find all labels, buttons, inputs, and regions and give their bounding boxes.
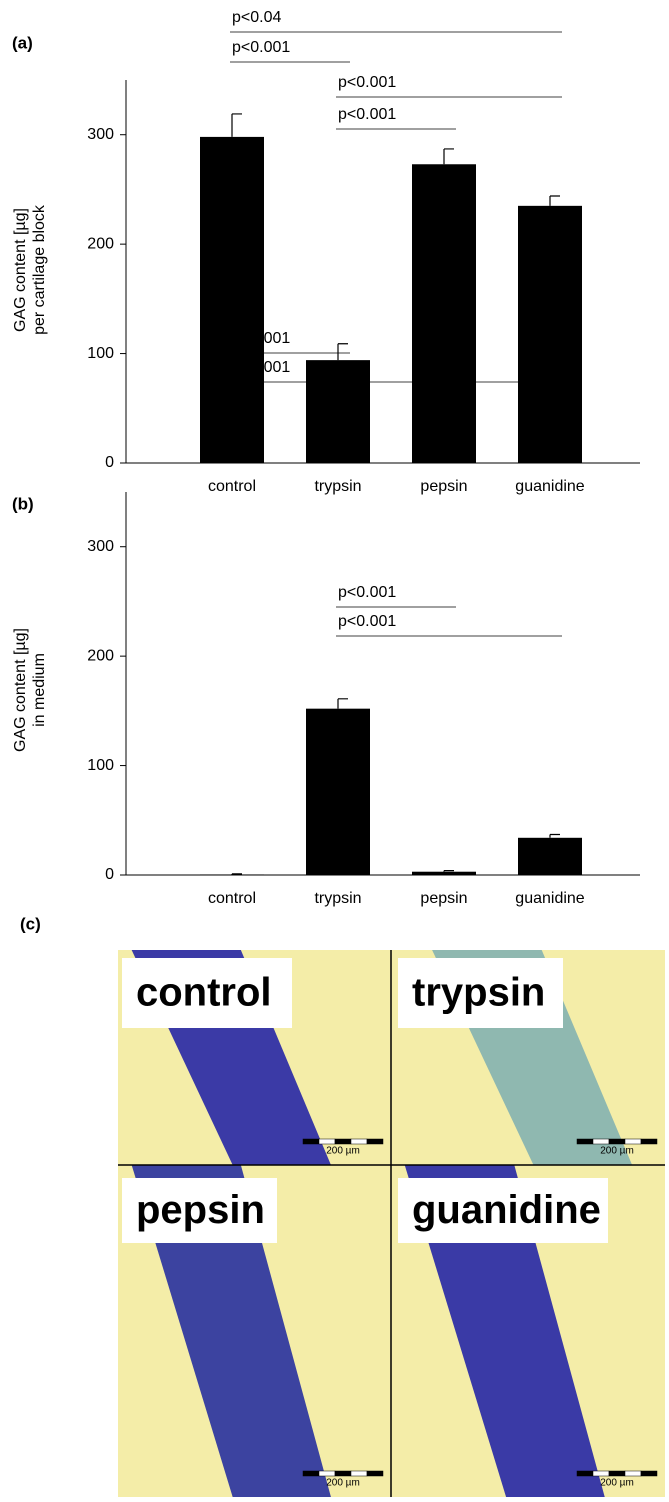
- error-bar: [337, 343, 348, 361]
- scale-bar-segment: [624, 1138, 642, 1145]
- micrograph-label: guanidine: [412, 1188, 601, 1232]
- error-bar: [549, 195, 560, 206]
- significance-label: p<0.001: [338, 106, 396, 123]
- error-bar: [231, 113, 242, 137]
- bar: [518, 837, 582, 875]
- y-tick-label: 100: [87, 757, 114, 774]
- y-axis-label-line: GAG content [µg]: [12, 208, 29, 332]
- x-tick-label: trypsin: [314, 890, 361, 907]
- scale-bar-segment: [366, 1138, 384, 1145]
- y-tick-label: 0: [105, 454, 114, 471]
- bar: [306, 360, 370, 463]
- micrograph-dividers: [118, 950, 665, 1497]
- x-tick-label: trypsin: [314, 478, 361, 495]
- scale-bar-label: 200 µm: [600, 1146, 634, 1157]
- panel-label: (a): [12, 33, 33, 52]
- y-tick-label: 0: [105, 866, 114, 883]
- x-tick-label: control: [208, 478, 256, 495]
- error-bar: [231, 873, 242, 875]
- scale-bar-segment: [334, 1470, 352, 1477]
- y-tick-label: 200: [87, 235, 114, 252]
- y-axis-label-line: GAG content [µg]: [12, 628, 29, 752]
- scale-bar-label: 200 µm: [326, 1146, 360, 1157]
- x-tick-label: guanidine: [515, 478, 585, 495]
- y-tick-label: 200: [87, 647, 114, 664]
- bar: [412, 164, 476, 463]
- scale-bar-segment: [640, 1138, 658, 1145]
- scale-bar-segment: [592, 1138, 610, 1145]
- cartilage-band: [131, 1165, 331, 1497]
- micrograph-label: trypsin: [412, 971, 545, 1015]
- scale-bar-segment: [302, 1138, 320, 1145]
- scale-bar-label: 200 µm: [326, 1478, 360, 1489]
- scale-bar-segment: [608, 1470, 626, 1477]
- x-tick-label: guanidine: [515, 890, 585, 907]
- y-axis-label: GAG content [µg] per cartilage block: [12, 204, 48, 335]
- y-tick-label: 300: [87, 126, 114, 143]
- bar: [200, 136, 264, 463]
- scale-bar-segment: [334, 1138, 352, 1145]
- scale-bar-segment: [576, 1138, 594, 1145]
- bar: [306, 708, 370, 875]
- scale-bar-segment: [592, 1470, 610, 1477]
- bar: [518, 205, 582, 464]
- significance-label: p<0.001: [338, 584, 396, 601]
- scale-bar-segment: [640, 1470, 658, 1477]
- significance-label: p<0.001: [338, 613, 396, 630]
- y-axis-label-line: in medium: [31, 653, 48, 727]
- y-tick-label: 100: [87, 345, 114, 362]
- significance-label: p<0.001: [232, 330, 290, 347]
- error-bar: [549, 833, 560, 838]
- micrograph-label: control: [136, 971, 272, 1015]
- y-axis-label: GAG content [µg] in medium: [12, 628, 48, 752]
- scale-bar-segment: [350, 1470, 368, 1477]
- scale-bar-segment: [366, 1470, 384, 1477]
- panel-label: (b): [12, 494, 34, 513]
- error-bar: [443, 870, 454, 872]
- bar: [200, 874, 264, 875]
- y-axis-label-line: per cartilage block: [31, 204, 48, 335]
- significance-label: p<0.04: [232, 9, 281, 26]
- panel-label: (c): [20, 914, 41, 933]
- significance-label: p<0.001: [232, 39, 290, 56]
- y-tick-label: 300: [87, 538, 114, 555]
- error-bar: [443, 148, 454, 165]
- scale-bar-segment: [318, 1470, 336, 1477]
- scale-bar-label: 200 µm: [600, 1478, 634, 1489]
- label-box: [398, 1178, 608, 1243]
- error-bar: [337, 698, 348, 709]
- x-tick-label: pepsin: [420, 478, 467, 495]
- micrograph-label: pepsin: [136, 1188, 265, 1232]
- scale-bar-segment: [576, 1470, 594, 1477]
- significance-label: p<0.001: [232, 359, 290, 376]
- scale-bar-segment: [302, 1470, 320, 1477]
- scale-bar-segment: [624, 1470, 642, 1477]
- label-box: [122, 958, 292, 1028]
- label-box: [398, 958, 563, 1028]
- significance-label: p<0.001: [338, 74, 396, 91]
- x-tick-label: control: [208, 890, 256, 907]
- x-tick-label: pepsin: [420, 890, 467, 907]
- scale-bar-segment: [318, 1138, 336, 1145]
- bar: [412, 871, 476, 875]
- scale-bar-segment: [608, 1138, 626, 1145]
- cartilage-band: [404, 1165, 605, 1497]
- label-box: [122, 1178, 277, 1243]
- scale-bar-segment: [350, 1138, 368, 1145]
